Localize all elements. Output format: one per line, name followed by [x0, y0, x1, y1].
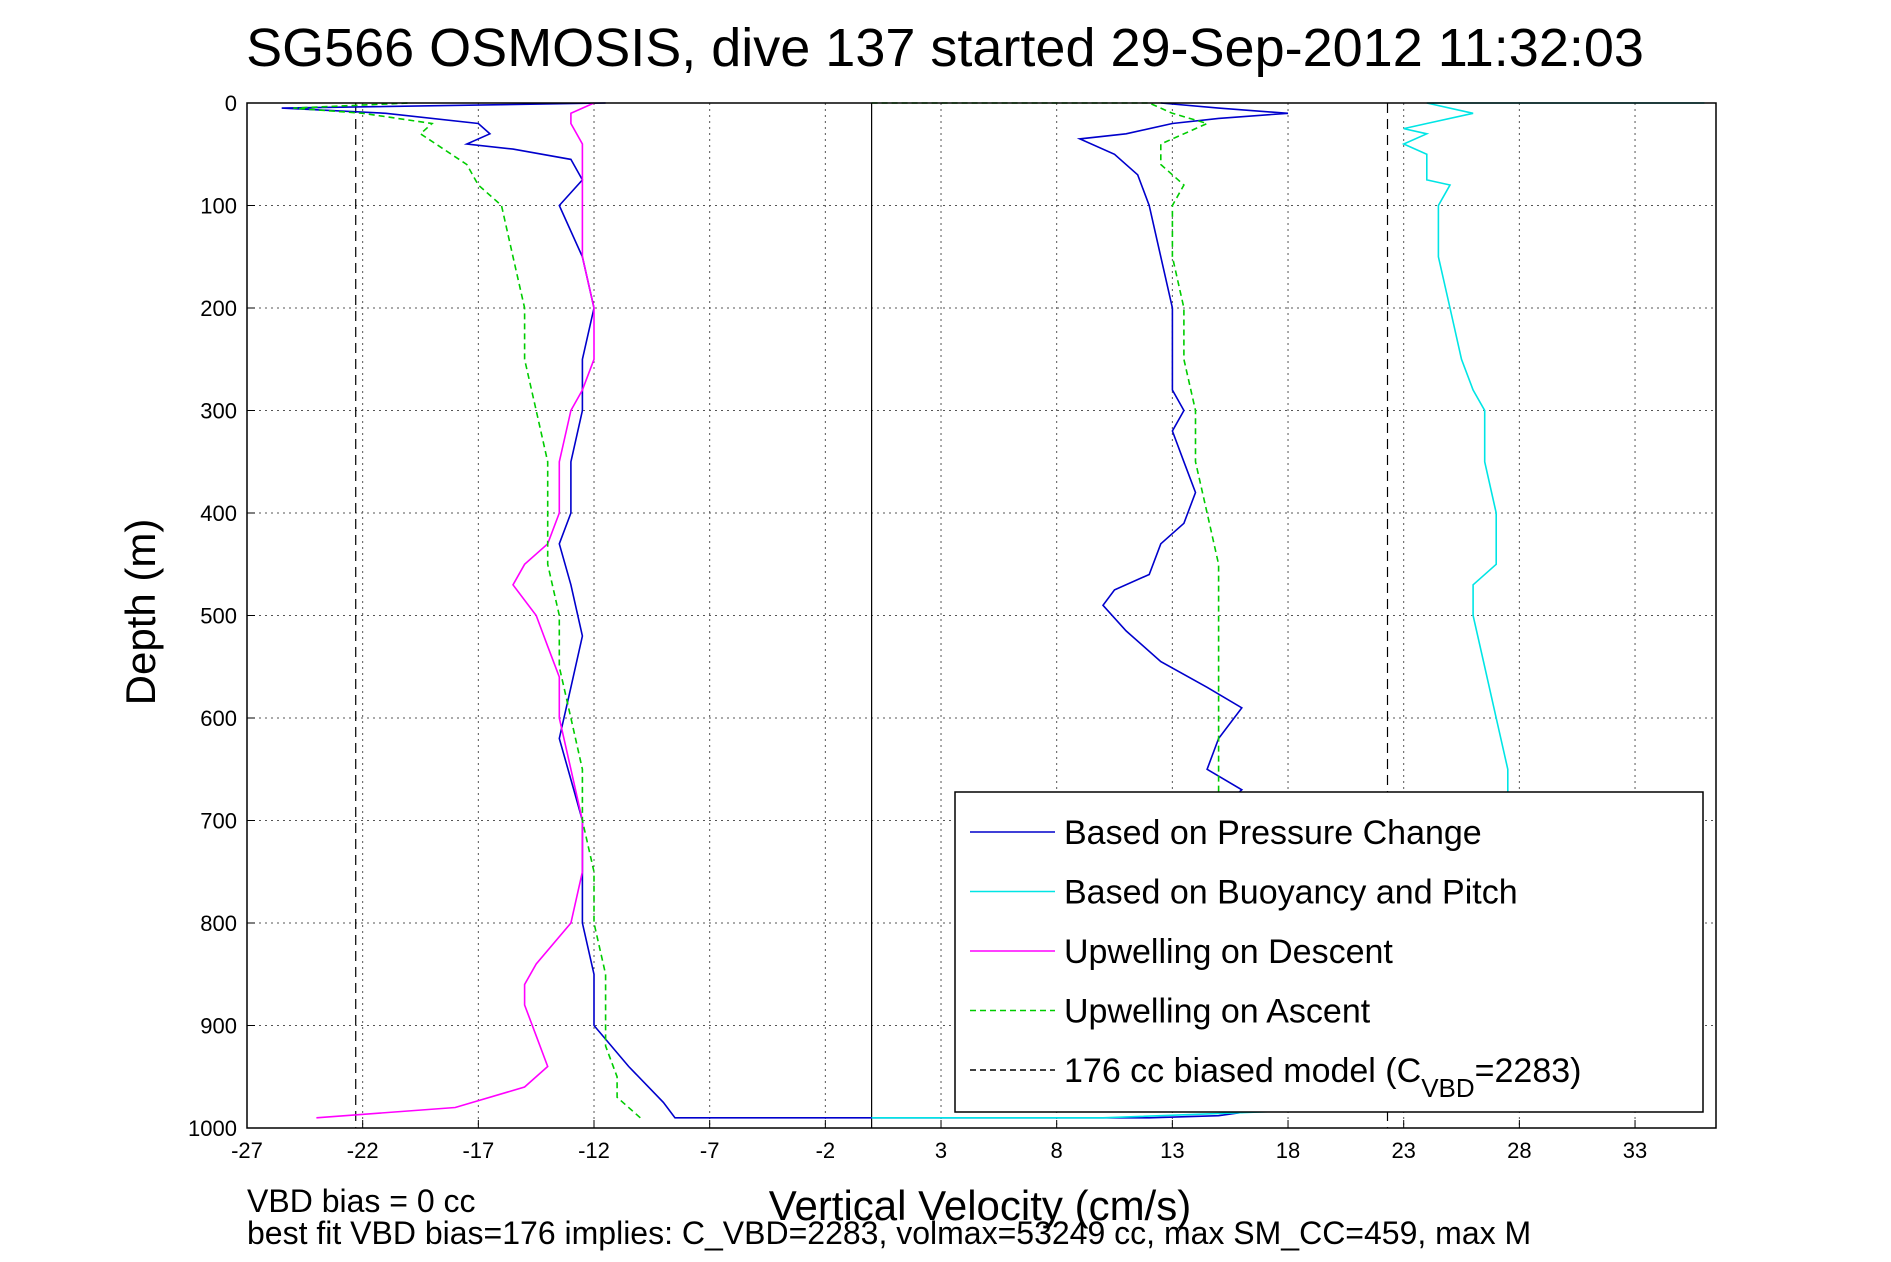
legend-label-main: Based on Pressure Change [1064, 814, 1482, 852]
legend-label-main: Upwelling on Descent [1064, 933, 1393, 971]
x-tick-label: -22 [347, 1138, 379, 1163]
x-tick-label: 13 [1160, 1138, 1184, 1163]
x-tick-label: 3 [935, 1138, 947, 1163]
legend-label: Based on Buoyancy and Pitch [1064, 874, 1518, 912]
x-tick-label: 28 [1507, 1138, 1531, 1163]
legend-box [954, 791, 1704, 1113]
y-tick-label: 0 [225, 91, 237, 116]
x-tick-label: 33 [1623, 1138, 1647, 1163]
legend-label-main: 176 cc biased model (C [1064, 1052, 1421, 1090]
series-line-2 [316, 102, 595, 1119]
footer-vbd-bias: VBD bias = 0 cc [247, 1183, 476, 1219]
x-tick-label: -7 [700, 1138, 720, 1163]
x-tick-label: -2 [816, 1138, 836, 1163]
y-tick-label: 500 [200, 604, 237, 629]
x-tick-label: -12 [578, 1138, 610, 1163]
y-tick-label: 800 [200, 911, 237, 936]
legend-label-main: Upwelling on Ascent [1064, 993, 1371, 1031]
x-tick-label: 23 [1391, 1138, 1415, 1163]
y-axis-label: Depth (m) [117, 519, 164, 706]
legend-label: Upwelling on Ascent [1064, 993, 1371, 1031]
y-tick-label: 400 [200, 501, 237, 526]
legend-label-subscript: VBD [1421, 1073, 1474, 1103]
x-tick-label: 8 [1051, 1138, 1063, 1163]
tick-labels: -27 -22 -17 -12 -7 -2 3 8 13 18 23 28 33 0 100 200 300 40… [188, 91, 1647, 1163]
legend-label: Based on Pressure Change [1064, 814, 1482, 852]
footer-best-fit: best fit VBD bias=176 implies: C_VBD=228… [247, 1215, 1531, 1251]
legend-label: Upwelling on Descent [1064, 933, 1393, 971]
x-tick-label: 18 [1276, 1138, 1300, 1163]
x-axis-label: Vertical Velocity (cm/s) [769, 1182, 1191, 1229]
plot-frame [246, 102, 1717, 1129]
legend-label-suffix: =2283) [1475, 1052, 1582, 1090]
series-line-3 [293, 102, 641, 1119]
chart-title: SG566 OSMOSIS, dive 137 started 29-Sep-2… [246, 18, 1644, 78]
axes [246, 102, 1717, 1129]
x-tick-label: -27 [231, 1138, 263, 1163]
legend: Based on Pressure Change Based on Buoyanc… [954, 791, 1704, 1113]
legend-label-main: Based on Buoyancy and Pitch [1064, 874, 1518, 912]
y-tick-label: 700 [200, 809, 237, 834]
y-tick-label: 200 [200, 296, 237, 321]
x-tick-label: -17 [462, 1138, 494, 1163]
y-tick-label: 300 [200, 399, 237, 424]
y-tick-label: 600 [200, 706, 237, 731]
y-tick-label: 1000 [188, 1116, 237, 1141]
y-tick-label: 900 [200, 1014, 237, 1039]
legend-label: 176 cc biased model (CVBD=2283) [1064, 1052, 1581, 1103]
y-tick-label: 100 [200, 194, 237, 219]
